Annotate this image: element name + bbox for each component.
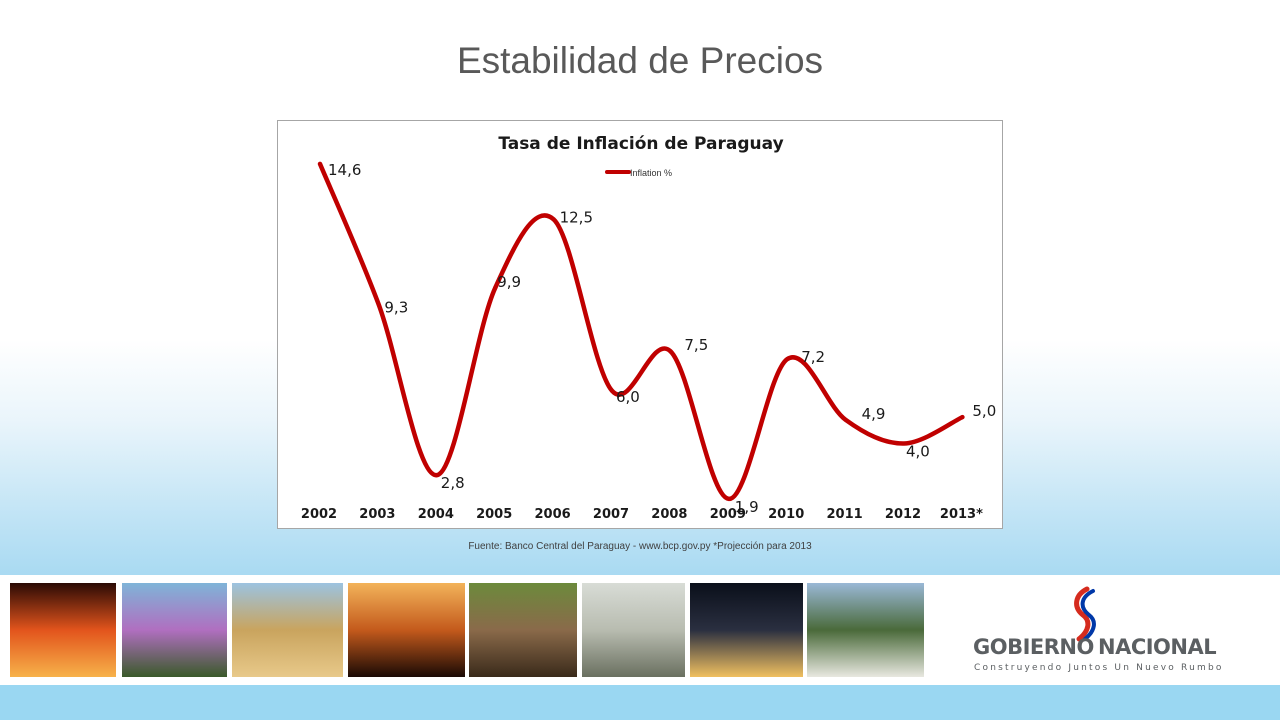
data-label-2008: 7,5 [684, 336, 708, 354]
series-group [317, 161, 965, 502]
x-tick-2011: 2011 [827, 507, 863, 522]
factory-workers-photo [582, 583, 685, 677]
x-tick-2004: 2004 [418, 507, 454, 522]
data-point-2005 [493, 285, 498, 290]
x-tick-2013: 2013* [940, 507, 983, 522]
data-label-2004: 2,8 [441, 474, 465, 492]
x-tick-2008: 2008 [651, 507, 687, 522]
x-axis-ticks: 2002 2003 2004 2005 2006 2007 2008 2009 2010 2011… [301, 507, 983, 522]
data-label-2013: 5,0 [972, 402, 996, 420]
slide-title: Estabilidad de Precios [456, 40, 824, 81]
data-point-2002 [318, 161, 322, 166]
data-point-2013 [960, 415, 965, 420]
sunset-palms-photo-fill [348, 583, 465, 677]
x-tick-2010: 2010 [768, 507, 804, 522]
data-label-2010: 7,2 [801, 348, 825, 366]
cattle-herd-photo [469, 583, 577, 677]
data-label-2005: 9,9 [497, 273, 521, 291]
palacio-photo [10, 583, 116, 677]
logo-word-nacional: NACIONAL [1098, 635, 1217, 659]
x-tick-2006: 2006 [535, 507, 571, 522]
palacio-photo-fill [10, 583, 116, 677]
data-label-2002: 14,6 [328, 161, 361, 179]
x-tick-2002: 2002 [301, 507, 337, 522]
soybean-harvest-photo-fill [232, 583, 343, 677]
data-point-2003 [376, 301, 381, 306]
x-tick-2009: 2009 [710, 507, 746, 522]
x-tick-2007: 2007 [593, 507, 629, 522]
data-point-2007 [610, 388, 614, 393]
logo-tagline: Construyendo Juntos Un Nuevo Rumbo [974, 663, 1224, 673]
data-label-2012: 4,0 [906, 443, 930, 461]
gobierno-nacional-logo: GOBIERNO NACIONAL Construyendo Juntos Un… [965, 585, 1225, 677]
lapacho-tree-photo [122, 583, 227, 677]
data-point-2006 [551, 217, 556, 222]
data-label-2003: 9,3 [384, 299, 408, 317]
data-point-2009 [726, 496, 731, 501]
data-label-2011: 4,9 [862, 405, 886, 423]
lapacho-tree-photo-fill [122, 583, 227, 677]
footer-photo-strip: GOBIERNO NACIONAL Construyendo Juntos Un… [0, 575, 1280, 685]
data-label-2009: 1,9 [735, 498, 759, 516]
flag-swoosh-icon [1074, 586, 1096, 642]
chart-canvas: Tasa de Inflación de Paraguay Inflation … [301, 134, 996, 522]
data-label-2007: 6,0 [616, 388, 640, 406]
x-tick-2003: 2003 [359, 507, 395, 522]
data-label-2006: 12,5 [560, 208, 593, 226]
data-point-2008 [668, 349, 673, 354]
footer-bottom-band [0, 685, 1280, 720]
river-barge-photo [807, 583, 924, 677]
night-port-photo [690, 583, 803, 677]
data-point-2004 [434, 473, 439, 478]
data-point-2010 [785, 357, 790, 362]
soybean-harvest-photo [232, 583, 343, 677]
factory-workers-photo-fill [582, 583, 685, 677]
sunset-palms-photo [348, 583, 465, 677]
logo-word-gobierno: GOBIERNO [973, 635, 1094, 659]
cattle-herd-photo-fill [469, 583, 577, 677]
series-line-inflation [317, 161, 965, 502]
data-labels: 14,6 9,3 2,8 9,9 12,5 6,0 7,5 1,9 7,2 4,9 4,0 5,0 [328, 161, 996, 516]
chart-title: Tasa de Inflación de Paraguay [498, 134, 783, 154]
source-note: Fuente: Banco Central del Paraguay - www… [468, 541, 812, 552]
data-point-2012 [902, 441, 906, 446]
data-point-2011 [843, 417, 848, 422]
river-barge-photo-fill [807, 583, 924, 677]
inflation-chart: Tasa de Inflación de Paraguay Inflation … [277, 120, 1003, 529]
legend-label: Inflation % [630, 168, 672, 178]
x-tick-2005: 2005 [476, 507, 512, 522]
x-tick-2012: 2012 [885, 507, 921, 522]
night-port-photo-fill [690, 583, 803, 677]
